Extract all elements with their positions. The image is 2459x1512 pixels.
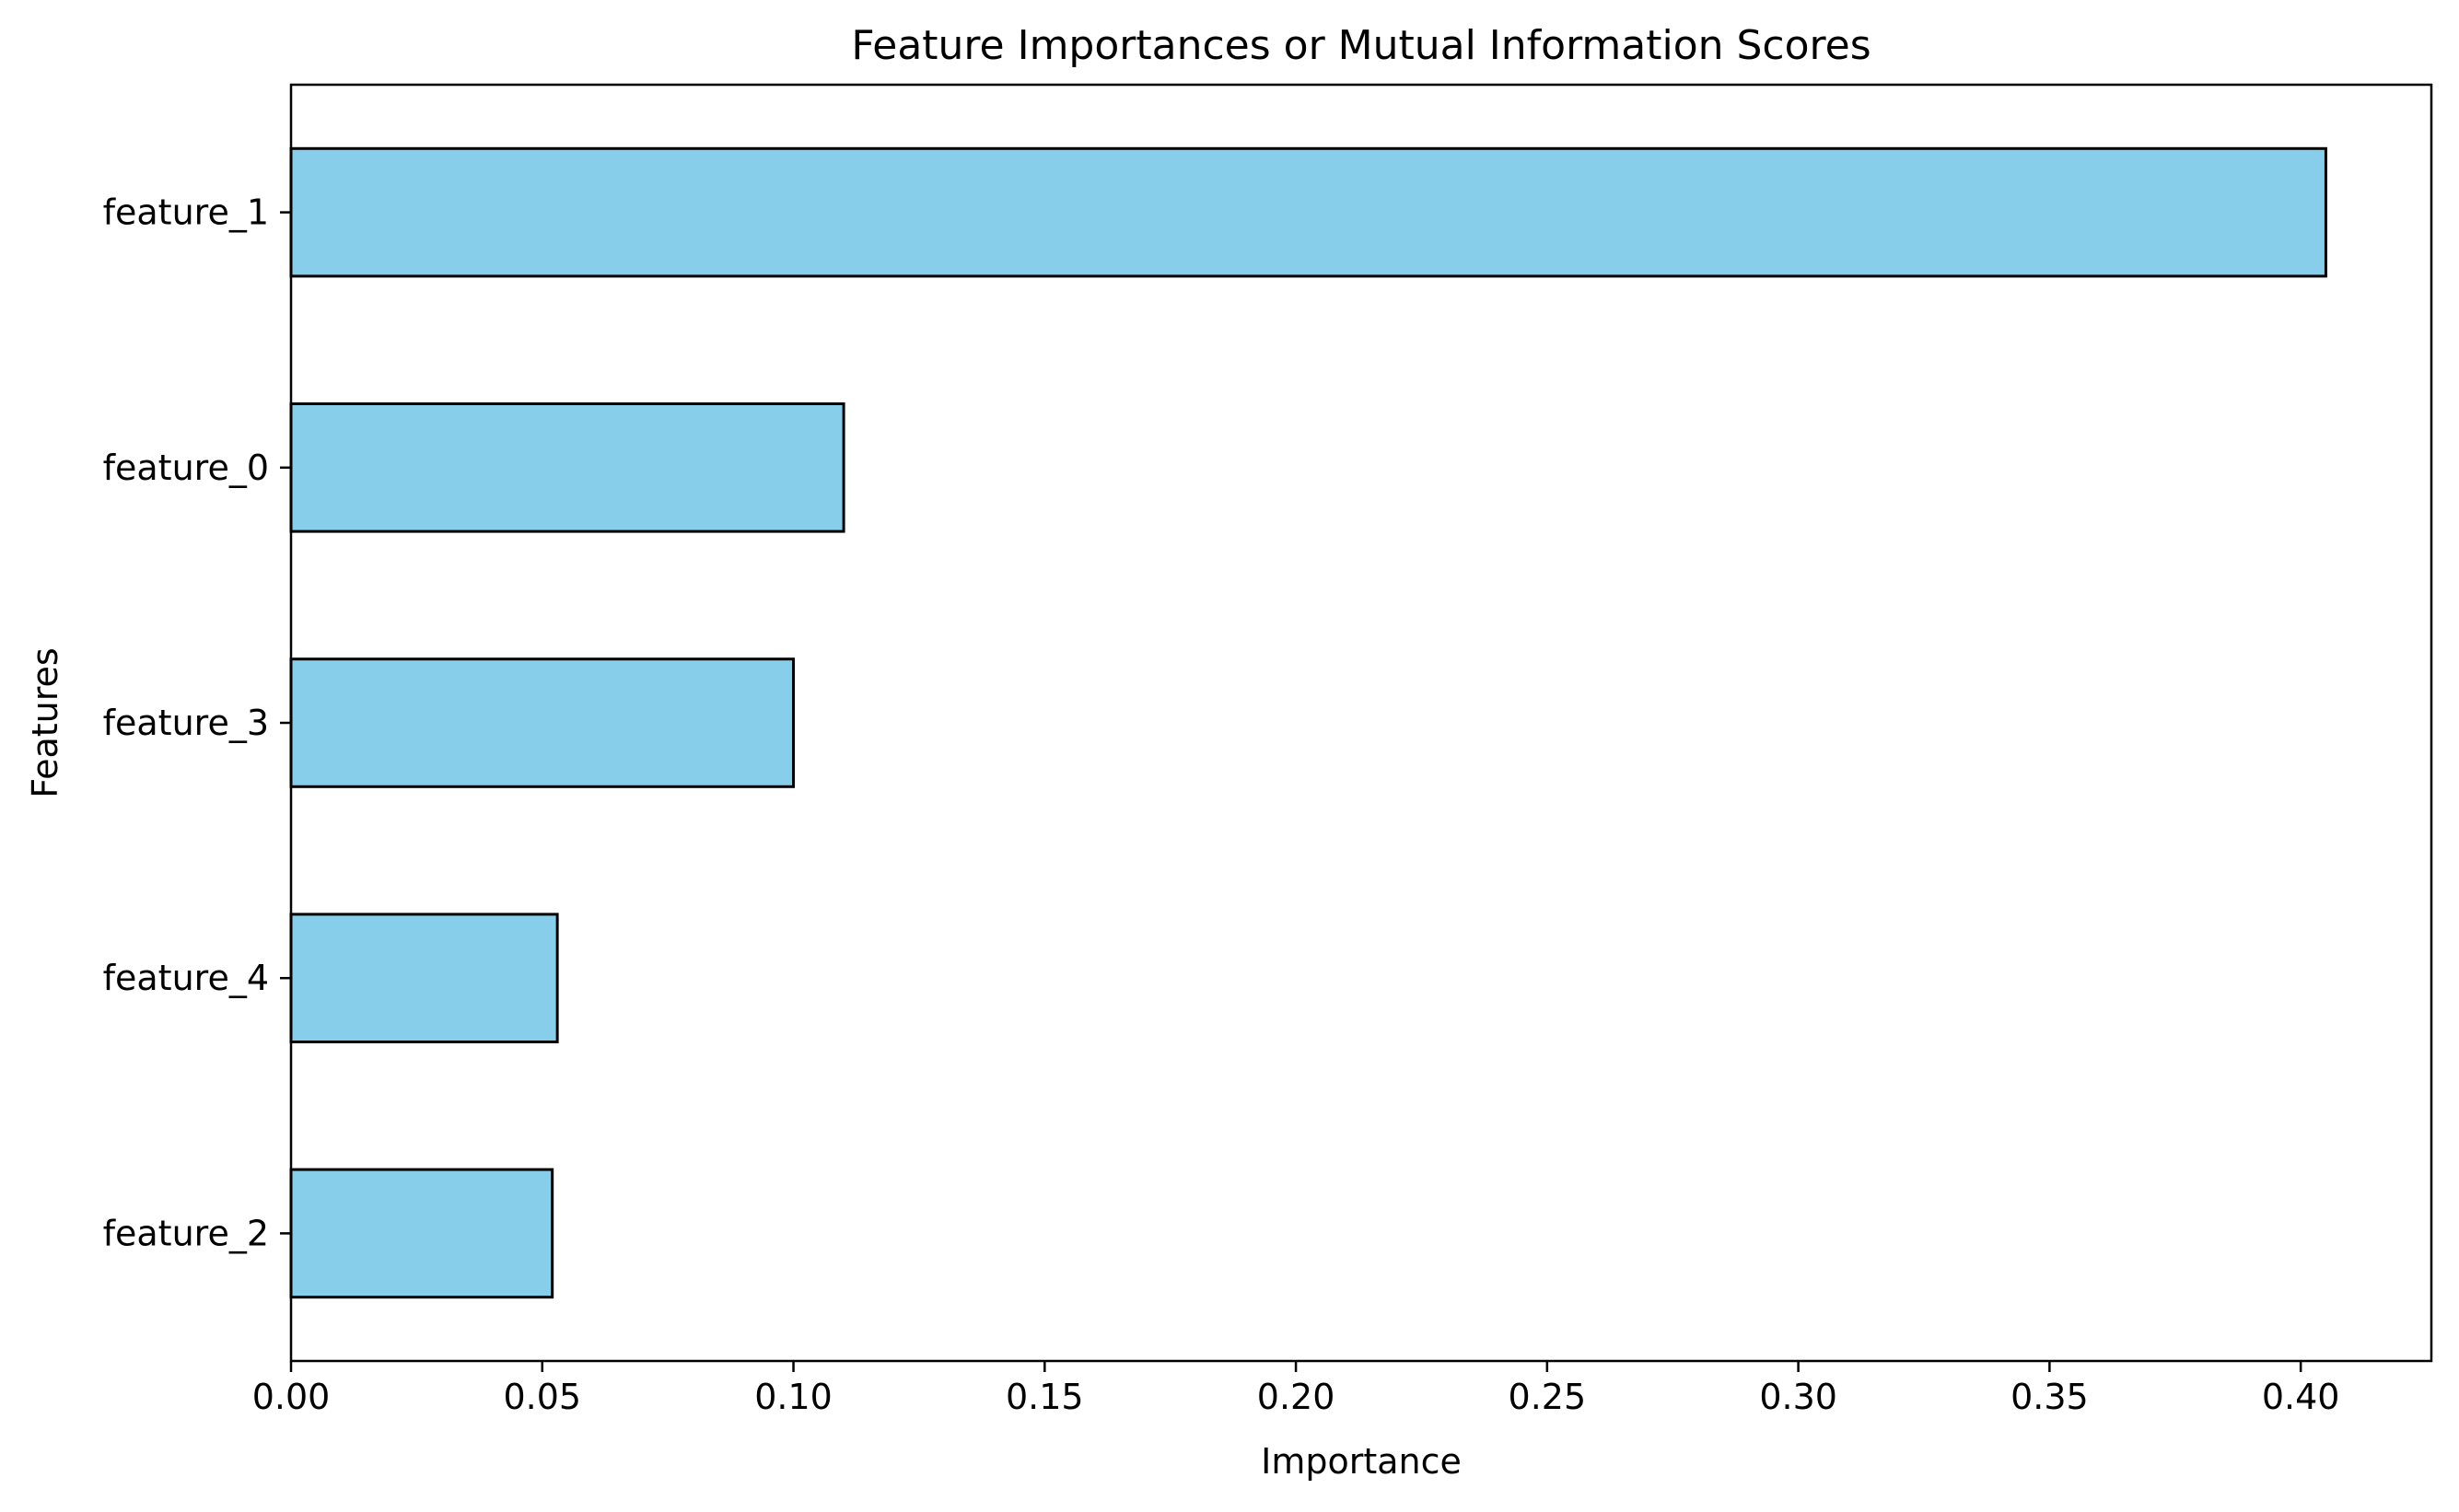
plot-frame	[289, 83, 2433, 1363]
x-tick-label: 0.15	[1006, 1377, 1084, 1417]
x-tick-label: 0.30	[1759, 1377, 1837, 1417]
bars-group	[289, 146, 2327, 1299]
x-ticks-group: 0.00 0.05 0.10 0.15 0.20 0.25 0.30 0.35 0.40	[252, 1361, 2340, 1417]
y-axis-label: Features	[25, 647, 65, 797]
bar-feature_2	[289, 1168, 554, 1299]
chart-title: Feature Importances or Mutual Informatio…	[851, 22, 1870, 69]
x-tick-label: 0.20	[1257, 1377, 1335, 1417]
bar-feature_4	[289, 913, 559, 1044]
y-tick-label: feature_1	[103, 192, 269, 233]
bar-feature_1	[289, 146, 2327, 278]
y-ticks-group: feature_1 feature_0 feature_3 feature_4feat…	[103, 192, 291, 1253]
x-tick-label: 0.25	[1509, 1377, 1587, 1417]
y-tick-label: feature_2	[103, 1213, 269, 1253]
y-tick-label: feature_0	[103, 448, 269, 488]
x-tick-label: 0.40	[2262, 1377, 2340, 1417]
bar-feature_3	[289, 657, 796, 788]
x-tick-label: 0.10	[754, 1377, 833, 1417]
bar-feature_0	[289, 402, 845, 533]
y-tick-label: feature_4	[103, 958, 269, 998]
x-tick-label: 0.35	[2010, 1377, 2089, 1417]
x-tick-label: 0.00	[252, 1377, 331, 1417]
y-tick-label: feature_3	[103, 703, 269, 743]
x-axis-label: Importance	[1261, 1441, 1462, 1482]
x-tick-label: 0.05	[503, 1377, 581, 1417]
